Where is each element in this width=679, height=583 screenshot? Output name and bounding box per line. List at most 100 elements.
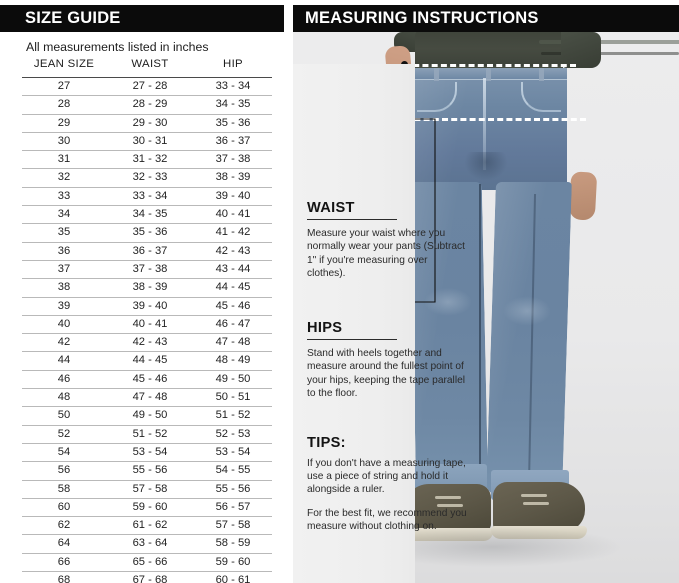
table-cell: 54 - 55	[194, 461, 272, 481]
table-cell: 47 - 48	[194, 333, 272, 353]
table-cell: 39	[22, 297, 106, 316]
measurements-unit-note: All measurements listed in inches	[26, 40, 209, 54]
belt-loop	[539, 68, 544, 81]
table-cell: 29	[22, 114, 106, 133]
shoe-lace	[435, 496, 461, 499]
jeans-pocket-right	[521, 82, 561, 112]
table-row: 39 39 - 40 45 - 46	[22, 297, 272, 316]
table-row: 35 35 - 36 41 - 42	[22, 223, 272, 243]
table-cell: 38 - 39	[106, 278, 194, 298]
shoe-sole-left	[399, 528, 493, 541]
table-cell: 52 - 53	[194, 425, 272, 444]
jeans-knee-highlight	[417, 282, 479, 322]
size-chart-table-wrapper: JEAN SIZE WAIST HIP 27 27 - 28 33 - 34 28 28…	[22, 58, 272, 583]
instruction-body-hips: Stand with heels together and measure ar…	[307, 347, 467, 399]
shoe-lace	[437, 504, 463, 507]
table-cell: 45 - 46	[194, 297, 272, 316]
instruction-paragraph: For the best fit, we recommend you measu…	[307, 508, 467, 533]
table-row: 36 36 - 37 42 - 43	[22, 242, 272, 261]
table-cell: 54	[22, 443, 106, 463]
size-guide-header-bar: SIZE GUIDE	[0, 5, 284, 32]
table-cell: 53 - 54	[194, 443, 272, 463]
column-header-jean-size: JEAN SIZE	[33, 58, 95, 70]
table-cell: 33	[22, 187, 106, 207]
table-row: 33 33 - 34 39 - 40	[22, 187, 272, 207]
table-cell: 64	[22, 534, 106, 554]
table-cell: 30	[22, 132, 106, 152]
table-cell: 34	[22, 205, 106, 225]
table-row: 29 29 - 30 35 - 36	[22, 114, 272, 133]
table-cell: 31 - 32	[106, 150, 194, 170]
hip-measurement-line	[396, 118, 586, 121]
table-cell: 28	[22, 95, 106, 115]
shirt-sleeve-right	[561, 32, 601, 68]
shirt-fold	[541, 52, 679, 55]
table-cell: 38 - 39	[194, 168, 272, 188]
table-row: 52 51 - 52 52 - 53	[22, 425, 272, 444]
table-cell: 50	[22, 406, 106, 426]
shoe-sole-right	[491, 526, 587, 539]
table-cell: 53 - 54	[106, 443, 194, 463]
measuring-instructions-panel: MEASURING INSTRUCTIONS	[293, 0, 679, 583]
instruction-paragraph: Measure your waist where you normally we…	[307, 228, 465, 279]
column-header-waist: WAIST	[131, 58, 169, 70]
table-cell: 42 - 43	[194, 242, 272, 261]
table-cell: 33 - 34	[194, 77, 272, 97]
table-cell: 44	[22, 351, 106, 371]
column-header-hip: HIP	[223, 58, 243, 70]
instruction-heading-hips: HIPS	[307, 320, 343, 336]
table-cell: 35	[22, 223, 106, 243]
table-cell: 62	[22, 516, 106, 536]
table-cell: 44 - 45	[106, 351, 194, 371]
table-cell: 60	[22, 498, 106, 518]
instruction-rule	[307, 339, 397, 341]
table-cell: 42	[22, 333, 106, 353]
jeans-fly-seam	[483, 78, 486, 170]
shoe-lace	[521, 494, 547, 497]
table-row: 34 34 - 35 40 - 41	[22, 205, 272, 225]
table-cell: 37 - 38	[194, 150, 272, 170]
table-cell: 40 - 41	[194, 205, 272, 225]
table-cell: 37	[22, 260, 106, 280]
table-cell: 49 - 50	[194, 370, 272, 390]
size-chart-table: JEAN SIZE WAIST HIP 27 27 - 28 33 - 34 28 28…	[22, 58, 272, 583]
table-cell: 58 - 59	[194, 534, 272, 554]
table-cell: 27	[22, 77, 106, 97]
shoe-lace	[523, 502, 549, 505]
waist-measurement-line	[404, 64, 576, 67]
table-cell: 48 - 49	[194, 351, 272, 371]
table-cell: 40 - 41	[106, 315, 194, 335]
instruction-paragraph: Stand with heels together and measure ar…	[307, 348, 466, 399]
shoe-right	[493, 482, 585, 532]
table-cell: 36	[22, 242, 106, 261]
table-cell: 60 - 61	[215, 574, 251, 583]
measuring-photo: WAIST Measure your waist where you norma…	[293, 32, 679, 583]
table-cell: 44 - 45	[194, 278, 272, 298]
shirt-fold	[539, 40, 679, 44]
table-cell: 37 - 38	[106, 260, 194, 280]
table-cell: 46	[22, 370, 106, 390]
table-row: 66 65 - 66 59 - 60	[22, 553, 272, 573]
table-cell: 41 - 42	[194, 223, 272, 243]
table-row: 54 53 - 54 53 - 54	[22, 443, 272, 463]
instruction-paragraph: If you don't have a measuring tape, use …	[307, 458, 466, 496]
table-row: 64 63 - 64 58 - 59	[22, 534, 272, 554]
table-cell: 56	[22, 461, 106, 481]
table-cell: 45 - 46	[106, 370, 194, 390]
table-cell: 43 - 44	[194, 260, 272, 280]
instruction-rule	[307, 219, 397, 221]
table-cell: 46 - 47	[194, 315, 272, 335]
instruction-heading-tips: TIPS:	[307, 435, 346, 451]
table-cell: 40	[22, 315, 106, 335]
table-row: 42 42 - 43 47 - 48	[22, 333, 272, 353]
table-cell: 67 - 68	[132, 574, 168, 583]
table-cell: 52	[22, 425, 106, 444]
table-cell: 36 - 37	[106, 242, 194, 261]
jeans-seam	[479, 184, 481, 484]
table-cell: 32 - 33	[106, 168, 194, 188]
instruction-heading-waist: WAIST	[307, 200, 355, 216]
table-cell: 68	[57, 574, 71, 583]
table-row: 38 38 - 39 44 - 45	[22, 278, 272, 298]
table-row: 31 31 - 32 37 - 38	[22, 150, 272, 170]
table-row: 37 37 - 38 43 - 44	[22, 260, 272, 280]
